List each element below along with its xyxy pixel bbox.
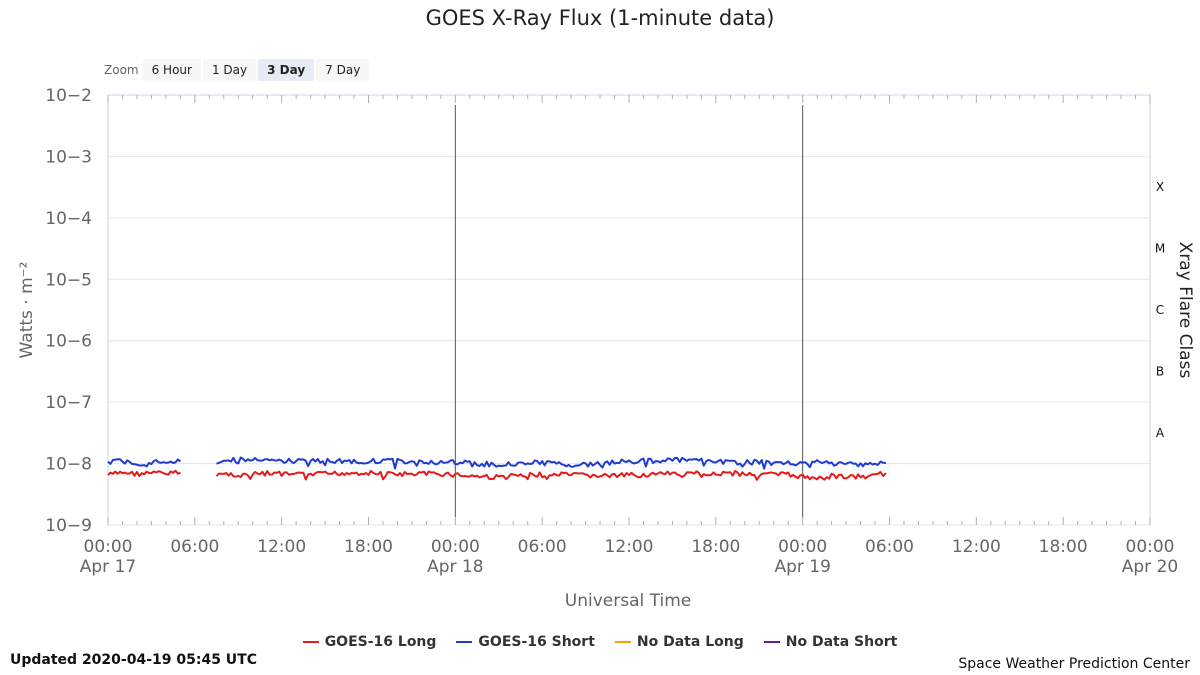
legend-swatch-blue bbox=[456, 641, 473, 643]
y-tick-label: 10−3 bbox=[45, 147, 92, 167]
legend-label: GOES-16 Long bbox=[324, 634, 437, 650]
x-tick-label: 12:00 bbox=[952, 537, 1001, 557]
x-tick-label: 06:00 bbox=[170, 537, 219, 557]
legend-no-data-short[interactable]: No Data Short bbox=[763, 634, 898, 650]
chart-legend: GOES-16 Long GOES-16 Short No Data Long … bbox=[0, 634, 1200, 650]
zoom-bar: Zoom 6 Hour 1 Day 3 Day 7 Day bbox=[104, 59, 371, 81]
y-tick-label: 10−8 bbox=[45, 455, 92, 475]
y-tick-label: 10−4 bbox=[45, 209, 92, 229]
x-tick-date-label: Apr 17 bbox=[80, 557, 136, 577]
legend-label: GOES-16 Short bbox=[478, 634, 595, 650]
x-tick-date-label: Apr 20 bbox=[1122, 557, 1178, 577]
y-tick-label: 10−5 bbox=[45, 270, 92, 290]
x-tick-label: 12:00 bbox=[605, 537, 654, 557]
y-tick-label: 10−2 bbox=[45, 86, 92, 106]
credit-text: Space Weather Prediction Center bbox=[958, 656, 1190, 672]
x-tick-label: 00:00 bbox=[84, 537, 133, 557]
x-tick-date-label: Apr 18 bbox=[427, 557, 483, 577]
series-line-goes-16-short bbox=[107, 458, 182, 468]
x-tick-label: 00:00 bbox=[1126, 537, 1175, 557]
legend-goes16-short[interactable]: GOES-16 Short bbox=[456, 634, 595, 650]
updated-timestamp: Updated 2020-04-19 05:45 UTC bbox=[10, 652, 257, 668]
y-tick-label: 10−6 bbox=[45, 332, 92, 352]
chart-title: GOES X-Ray Flux (1-minute data) bbox=[425, 6, 775, 30]
legend-swatch-orange bbox=[614, 641, 631, 643]
series-line-goes-16-long bbox=[215, 469, 887, 481]
y-tick-label: 10−9 bbox=[45, 516, 92, 536]
flare-class-m-label: M bbox=[1155, 242, 1165, 256]
xray-flux-chart: 10−210−310−410−510−610−710−810−900:00Apr… bbox=[17, 86, 1195, 611]
legend-label: No Data Short bbox=[785, 634, 898, 650]
zoom-7-day-button[interactable]: 7 Day bbox=[316, 59, 370, 81]
y-axis-title: Watts · m⁻² bbox=[17, 262, 37, 359]
legend-label: No Data Long bbox=[636, 634, 744, 650]
y2-axis-title: Xray Flare Class bbox=[1175, 242, 1195, 379]
x-axis-title: Universal Time bbox=[565, 591, 691, 611]
legend-goes16-long[interactable]: GOES-16 Long bbox=[302, 634, 437, 650]
legend-swatch-purple bbox=[763, 641, 780, 643]
flare-class-a-label: A bbox=[1156, 426, 1165, 440]
flare-class-c-label: C bbox=[1156, 303, 1164, 317]
legend-no-data-long[interactable]: No Data Long bbox=[614, 634, 744, 650]
zoom-3-day-button[interactable]: 3 Day bbox=[258, 59, 315, 81]
x-tick-label: 12:00 bbox=[257, 537, 306, 557]
legend-swatch-red bbox=[302, 641, 319, 643]
x-tick-label: 18:00 bbox=[691, 537, 740, 557]
x-tick-label: 18:00 bbox=[344, 537, 393, 557]
x-tick-label: 18:00 bbox=[1039, 537, 1088, 557]
x-tick-label: 00:00 bbox=[778, 537, 827, 557]
x-tick-label: 00:00 bbox=[431, 537, 480, 557]
zoom-label: Zoom bbox=[104, 63, 139, 77]
flare-class-b-label: B bbox=[1156, 364, 1164, 378]
series-line-goes-16-short bbox=[216, 456, 886, 470]
zoom-1-day-button[interactable]: 1 Day bbox=[202, 59, 257, 81]
series-line-goes-16-long bbox=[107, 469, 181, 477]
x-tick-label: 06:00 bbox=[518, 537, 567, 557]
zoom-6-hour-button[interactable]: 6 Hour bbox=[142, 59, 201, 81]
flare-class-x-label: X bbox=[1156, 180, 1164, 194]
x-tick-label: 06:00 bbox=[865, 537, 914, 557]
y-tick-label: 10−7 bbox=[45, 393, 92, 413]
x-tick-date-label: Apr 19 bbox=[774, 557, 830, 577]
